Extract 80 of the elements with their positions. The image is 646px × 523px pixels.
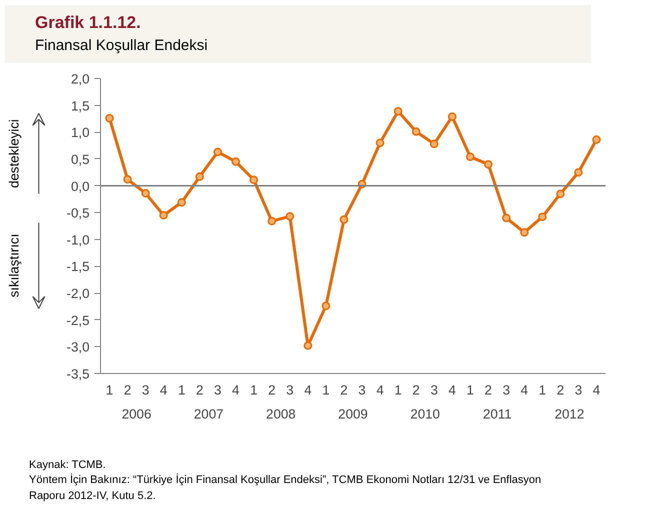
- x-tick-label: 3: [574, 382, 582, 398]
- point: [520, 228, 529, 236]
- text: 2012: [554, 406, 584, 422]
- y-tick-label: -3,0: [66, 339, 90, 354]
- y-tick-label: 0,0: [70, 178, 90, 194]
- x-tick-label: 4: [592, 382, 601, 398]
- point: [340, 215, 348, 224]
- x-tick-label: 2: [412, 382, 420, 398]
- x-tick-label: 1: [466, 382, 474, 398]
- x-tick-label: 2: [268, 382, 276, 398]
- y-tick-label: 0,5: [70, 152, 90, 167]
- x-tick-label: 4: [160, 382, 168, 398]
- point: [105, 114, 114, 122]
- y-tick-label: -1,0: [66, 232, 90, 248]
- point: [556, 189, 565, 198]
- point: [538, 212, 547, 221]
- point: [412, 127, 420, 136]
- chart-subtitle: Finansal Koşullar Endeksi: [35, 36, 209, 56]
- point: [448, 112, 456, 121]
- text: 2009: [338, 406, 368, 422]
- x-tick-label: 4: [232, 382, 240, 398]
- point: [159, 210, 168, 220]
- y-tick-label: 1,0: [70, 124, 90, 140]
- x-tick-label: 4: [448, 382, 456, 398]
- point: [213, 147, 222, 156]
- point: [123, 174, 132, 184]
- point: [484, 160, 493, 168]
- x-tick-label: 4: [376, 382, 384, 398]
- text: 2007: [194, 406, 224, 422]
- y-tick-label: 2,0: [70, 71, 90, 86]
- point: [502, 213, 511, 222]
- point: [574, 168, 583, 176]
- x-tick-label: 2: [556, 382, 564, 398]
- point: [430, 139, 438, 148]
- point: [177, 198, 186, 206]
- text: destekleyici: [6, 118, 22, 188]
- point: [250, 175, 258, 184]
- point: [394, 106, 402, 116]
- x-tick-label: 4: [520, 382, 529, 398]
- text: sıkılaştırıcı: [6, 233, 22, 298]
- x-tick-label: 2: [196, 382, 204, 398]
- point: [592, 135, 601, 144]
- text: Kaynak: TCMB.: [29, 458, 107, 473]
- point: [232, 157, 240, 166]
- point: [322, 301, 330, 310]
- x-tick-label: 1: [394, 382, 402, 398]
- point: [376, 138, 384, 147]
- point: [286, 212, 294, 220]
- x-tick-label: 3: [142, 382, 150, 398]
- x-tick-label: 3: [286, 382, 294, 398]
- y-tick-label: -1,5: [66, 258, 90, 274]
- x-tick-label: 3: [358, 382, 366, 398]
- y-tick-label: -0,5: [66, 205, 90, 220]
- y-tick-label: -2,0: [66, 286, 90, 301]
- point: [268, 216, 276, 226]
- point: [195, 172, 204, 181]
- x-tick-label: 2: [484, 382, 492, 398]
- y-tick-label: 1,5: [70, 98, 90, 114]
- x-tick-label: 4: [304, 382, 312, 398]
- y-tick-label: -2,5: [66, 312, 90, 328]
- text: 2011: [482, 406, 512, 422]
- x-tick-label: 1: [250, 382, 258, 398]
- x-tick-label: 1: [322, 382, 330, 398]
- x-tick-label: 1: [106, 382, 114, 398]
- point: [466, 152, 474, 161]
- text: Yöntem İçin Bakınız: “Türkiye İçin Finansal Koşullar Endeksi”, TCMB Ekonomi Notları 12/31 ve Enflasyon Raporu 2012-IV, Kutu 5.2.: [29, 473, 542, 504]
- x-tick-label: 3: [214, 382, 222, 398]
- text: 2010: [410, 406, 440, 422]
- point: [141, 188, 150, 198]
- x-tick-label: 3: [502, 382, 510, 398]
- y-tick-label: -3,5: [66, 366, 90, 382]
- x-tick-label: 3: [430, 382, 438, 398]
- point: [304, 341, 312, 350]
- x-tick-label: 1: [538, 382, 546, 398]
- x-tick-label: 2: [124, 382, 132, 398]
- text: 2006: [122, 406, 152, 422]
- chart-title: Grafik 1.1.12.: [35, 12, 142, 34]
- x-tick-label: 2: [340, 382, 348, 398]
- x-tick-label: 1: [178, 382, 186, 398]
- text: 2008: [266, 406, 296, 422]
